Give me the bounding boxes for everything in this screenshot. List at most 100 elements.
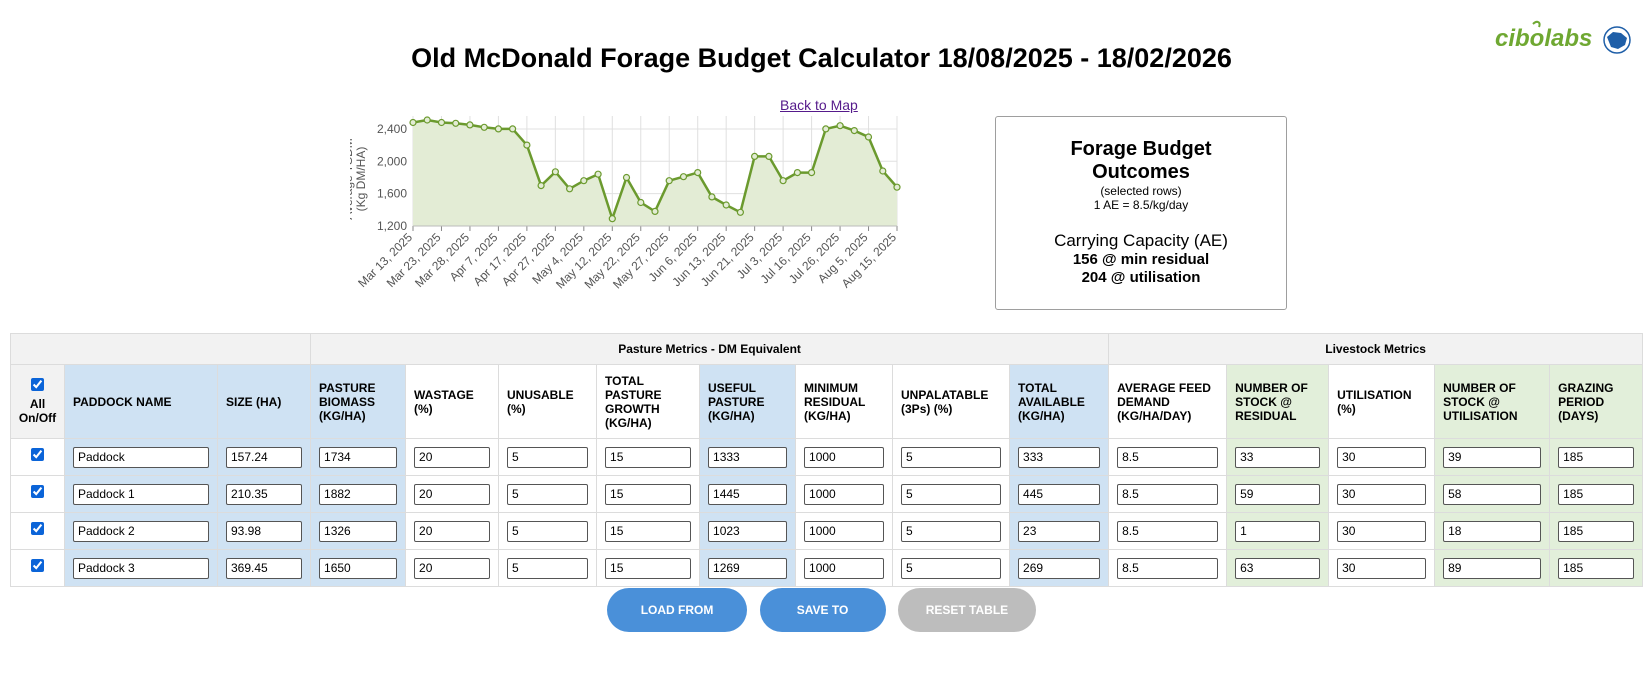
total-pasture-growth-input[interactable] — [605, 520, 692, 542]
total-pasture-growth-input[interactable] — [605, 446, 692, 468]
group-header-livestock: Livestock Metrics — [1108, 333, 1643, 365]
total-available-input[interactable] — [1018, 483, 1101, 505]
total-available-input[interactable] — [1018, 446, 1101, 468]
table-row — [10, 549, 1643, 587]
unusable-input[interactable] — [507, 483, 589, 505]
total-pasture-growth-input[interactable] — [605, 557, 692, 579]
unpalatable-input[interactable] — [901, 446, 1002, 468]
stock-at-residual-input[interactable] — [1235, 520, 1321, 542]
utilisation-input[interactable] — [1337, 557, 1427, 579]
column-header-stock-at-residual: NUMBER OF STOCK @ RESIDUAL — [1226, 364, 1330, 439]
minimum-residual-input[interactable] — [804, 520, 885, 542]
data-point — [779, 177, 787, 185]
total-available-input[interactable] — [1018, 557, 1101, 579]
total-pasture-growth-input[interactable] — [605, 483, 692, 505]
grazing-period-input[interactable] — [1558, 483, 1635, 505]
cell-pasture-biomass — [310, 512, 407, 550]
minimum-residual-input[interactable] — [804, 483, 885, 505]
unusable-input[interactable] — [507, 557, 589, 579]
stock-at-utilisation-input[interactable] — [1443, 483, 1542, 505]
unpalatable-input[interactable] — [901, 520, 1002, 542]
stock-at-utilisation-input[interactable] — [1443, 520, 1542, 542]
pasture-biomass-input[interactable] — [319, 483, 398, 505]
svg-text:cibolabs: cibolabs — [1495, 25, 1592, 52]
paddock-name-input[interactable] — [73, 520, 209, 542]
data-point — [765, 152, 773, 161]
all-label: All On/Off — [18, 397, 57, 425]
pasture-biomass-input[interactable] — [319, 520, 398, 542]
cell-average-feed-demand — [1108, 512, 1228, 550]
column-header-stock-at-utilisation: NUMBER OF STOCK @ UTILISATION — [1434, 364, 1551, 439]
size-input[interactable] — [226, 483, 303, 505]
unusable-input[interactable] — [507, 446, 589, 468]
utilisation-input[interactable] — [1337, 520, 1427, 542]
cell-unusable — [498, 438, 598, 476]
useful-pasture-input[interactable] — [708, 520, 788, 542]
reset-table-data-button[interactable]: RESET TABLE DATA — [897, 588, 1036, 661]
grazing-period-input[interactable] — [1558, 446, 1635, 468]
row-select-checkbox[interactable] — [31, 485, 44, 498]
data-point — [494, 125, 502, 133]
paddock-name-input[interactable] — [73, 557, 209, 579]
paddock-name-input[interactable] — [73, 483, 209, 505]
stock-at-residual-input[interactable] — [1235, 557, 1321, 579]
cell-total-available — [1009, 512, 1110, 550]
utilisation-input[interactable] — [1337, 483, 1427, 505]
useful-pasture-input[interactable] — [708, 483, 788, 505]
row-select-checkbox[interactable] — [31, 559, 44, 572]
stock-at-utilisation-input[interactable] — [1443, 446, 1542, 468]
paddock-name-input[interactable] — [73, 446, 209, 468]
size-input[interactable] — [226, 446, 303, 468]
min-residual-value: 156 @ min residual — [1072, 251, 1210, 268]
total-available-input[interactable] — [1018, 520, 1101, 542]
unusable-input[interactable] — [507, 520, 589, 542]
utilisation-input[interactable] — [1337, 446, 1427, 468]
unpalatable-input[interactable] — [901, 483, 1002, 505]
stock-at-utilisation-input[interactable] — [1443, 557, 1542, 579]
unpalatable-input[interactable] — [901, 557, 1002, 579]
average-feed-demand-input[interactable] — [1117, 557, 1219, 579]
average-feed-demand-input[interactable] — [1117, 446, 1219, 468]
wastage-input[interactable] — [414, 557, 491, 579]
data-point — [551, 168, 559, 176]
row-select-checkbox[interactable] — [31, 522, 44, 535]
wastage-input[interactable] — [414, 483, 491, 505]
row-select-checkbox[interactable] — [31, 448, 44, 461]
group-header-row: Pasture Metrics - DM Equivalent Livestoc… — [9, 333, 1643, 365]
cell-paddock-name — [64, 475, 218, 513]
group-header-blank — [9, 333, 312, 365]
data-point — [423, 116, 431, 124]
column-header-unpalatable: UNPALATABLE (3Ps) (%) — [892, 364, 1011, 439]
cell-unusable — [498, 549, 598, 587]
pasture-biomass-input[interactable] — [319, 446, 398, 468]
grazing-period-input[interactable] — [1558, 557, 1635, 579]
useful-pasture-input[interactable] — [708, 446, 788, 468]
cell-wastage — [405, 475, 500, 513]
grazing-period-input[interactable] — [1558, 520, 1635, 542]
data-point — [622, 173, 631, 182]
size-input[interactable] — [226, 520, 303, 542]
data-point — [537, 181, 545, 190]
table-row — [10, 512, 1643, 550]
all-on-off-checkbox[interactable] — [31, 378, 44, 391]
stock-at-residual-input[interactable] — [1235, 446, 1321, 468]
wastage-input[interactable] — [414, 520, 491, 542]
load-from-excel-button[interactable]: LOAD FROM EXCEL — [607, 588, 748, 661]
back-to-map-link[interactable]: Back to Map — [780, 97, 858, 113]
cell-grazing-period — [1549, 549, 1643, 587]
useful-pasture-input[interactable] — [708, 557, 788, 579]
wastage-input[interactable] — [414, 446, 491, 468]
cell-stock-at-utilisation — [1434, 438, 1551, 476]
forage-budget-outcomes-panel: Forage Budget Outcomes (selected rows) 1… — [995, 116, 1287, 310]
data-point — [679, 173, 688, 181]
average-feed-demand-input[interactable] — [1117, 483, 1219, 505]
pasture-biomass-input[interactable] — [319, 557, 398, 579]
size-input[interactable] — [226, 557, 303, 579]
table-row — [10, 475, 1643, 513]
y-axis-label-line1: Average TSDM — [350, 138, 355, 220]
average-feed-demand-input[interactable] — [1117, 520, 1219, 542]
save-to-excel-button[interactable]: SAVE TO EXCEL — [759, 588, 886, 661]
minimum-residual-input[interactable] — [804, 446, 885, 468]
stock-at-residual-input[interactable] — [1235, 483, 1321, 505]
minimum-residual-input[interactable] — [804, 557, 885, 579]
